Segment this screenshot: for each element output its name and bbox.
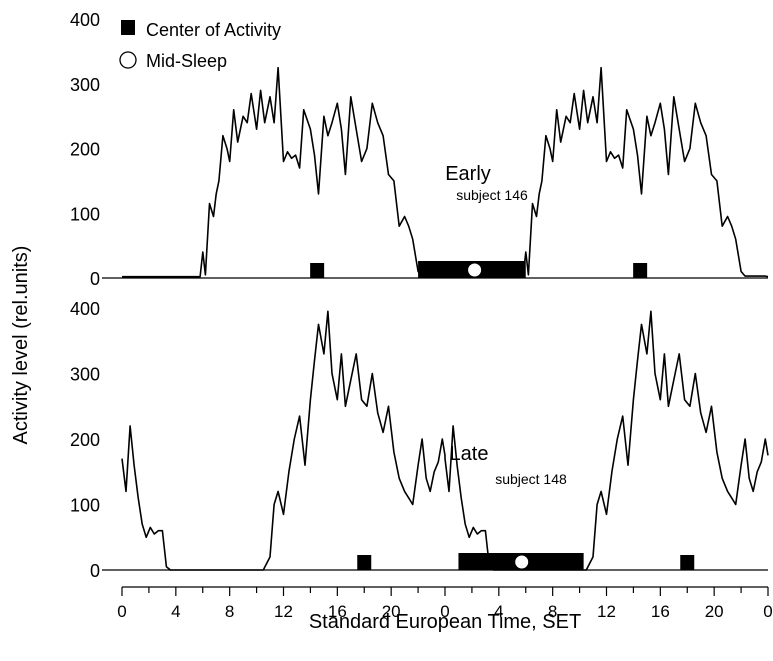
x-tick-label: 20 (382, 602, 401, 621)
legend-circle-marker (119, 51, 137, 69)
panel-top-sublabel: subject 146 (456, 187, 528, 203)
y-axis-title: Activity level (rel.units) (10, 246, 32, 445)
x-tick-label: 0 (117, 602, 126, 621)
x-tick-label: 12 (274, 602, 293, 621)
x-tick-label: 16 (651, 602, 670, 621)
y-tick-label-bottom: 300 (70, 365, 100, 385)
y-tick-label-top: 200 (70, 140, 100, 160)
x-axis-title: Standard European Time, SET (309, 611, 581, 633)
y-tick-label-top: 400 (70, 10, 100, 30)
center-of-activity-marker-bottom-1 (680, 555, 695, 570)
center-of-activity-marker-bottom-0 (357, 555, 372, 570)
panel-bottom-label: Late (450, 443, 489, 465)
mid-sleep-marker-top (467, 262, 483, 278)
x-tick-label: 16 (328, 602, 347, 621)
panel-bottom-sublabel: subject 148 (495, 471, 567, 487)
legend: Center of Activity Mid-Sleep (119, 20, 281, 71)
y-tick-label-bottom: 100 (70, 496, 100, 516)
y-tick-label-top: 0 (90, 269, 100, 289)
x-tick-label: 0 (763, 602, 772, 621)
x-tick-label: 12 (597, 602, 616, 621)
center-of-activity-marker-top-0 (310, 263, 325, 278)
x-tick-label: 8 (548, 602, 557, 621)
y-tick-label-bottom: 0 (90, 561, 100, 581)
y-tick-label-top: 300 (70, 75, 100, 95)
panel-top-label: Early (445, 163, 491, 185)
x-tick-label: 4 (171, 602, 180, 621)
legend-label-mid-sleep: Mid-Sleep (146, 51, 227, 71)
center-of-activity-marker-top-1 (633, 263, 648, 278)
y-tick-label-bottom: 200 (70, 430, 100, 450)
x-tick-label: 8 (225, 602, 234, 621)
legend-square-marker (121, 20, 135, 35)
x-tick-label: 0 (440, 602, 449, 621)
mid-sleep-marker-bottom (514, 554, 530, 570)
x-tick-label: 20 (705, 602, 724, 621)
y-tick-label-top: 100 (70, 204, 100, 224)
x-tick-label: 4 (494, 602, 503, 621)
legend-label-center-of-activity: Center of Activity (146, 20, 281, 40)
y-tick-label-bottom: 400 (70, 299, 100, 319)
activity-line-bottom (121, 310, 769, 571)
